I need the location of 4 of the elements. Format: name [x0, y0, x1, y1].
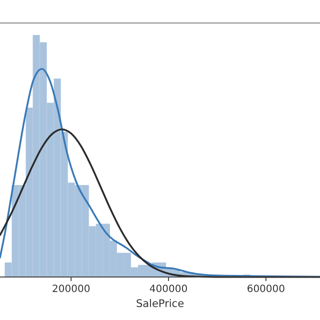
x-tick-label: 600000: [246, 284, 286, 295]
x-tick-label: 400000: [149, 284, 188, 295]
x-tick-label: 200000: [52, 284, 90, 295]
x-axis-title: SalePrice: [136, 298, 184, 310]
